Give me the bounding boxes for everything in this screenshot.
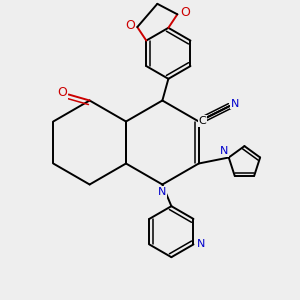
Text: O: O: [180, 6, 190, 19]
Text: C: C: [199, 116, 206, 126]
Text: O: O: [57, 86, 67, 100]
Text: N: N: [220, 146, 228, 157]
Text: O: O: [125, 19, 135, 32]
Text: N: N: [158, 187, 166, 197]
Text: N: N: [231, 99, 239, 109]
Text: N: N: [197, 239, 205, 249]
